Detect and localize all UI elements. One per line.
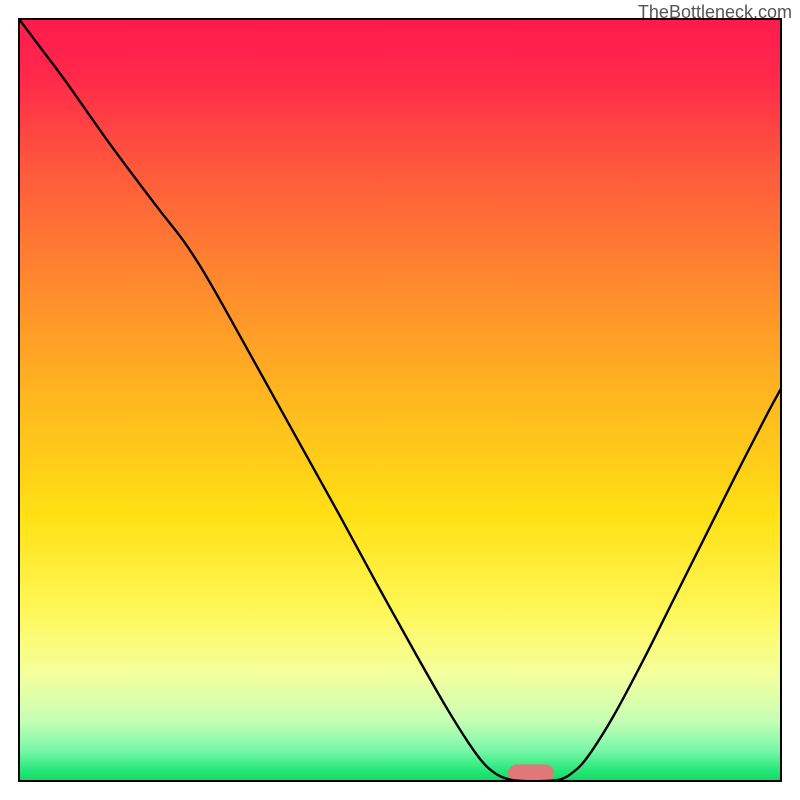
bottleneck-chart bbox=[0, 0, 800, 800]
watermark-text: TheBottleneck.com bbox=[638, 2, 792, 23]
chart-container: TheBottleneck.com bbox=[0, 0, 800, 800]
gradient-background bbox=[19, 19, 781, 781]
